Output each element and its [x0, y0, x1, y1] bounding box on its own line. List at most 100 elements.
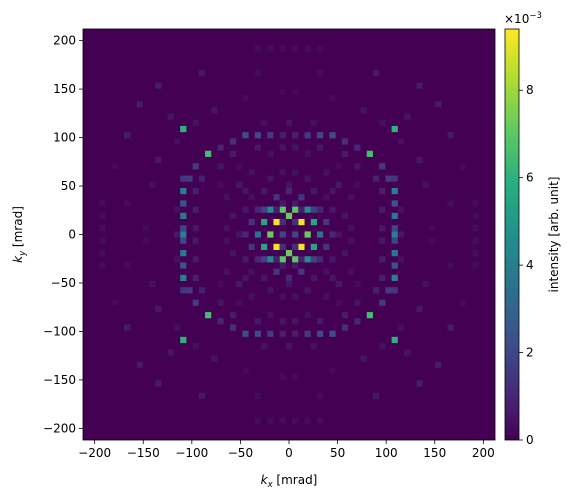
heatmap-pixel-128 — [192, 237, 199, 244]
heatmap-pixel-36 — [279, 218, 286, 226]
heatmap-pixel-299 — [292, 88, 299, 95]
heatmap-pixel-287 — [316, 70, 324, 77]
heatmap-pixel-109 — [354, 318, 361, 325]
heatmap-pixel-221 — [335, 299, 342, 306]
x-tick-label: 50 — [330, 446, 345, 460]
heatmap-pixel-27 — [310, 256, 317, 263]
heatmap-pixel-206 — [273, 206, 280, 213]
heatmap-pixel-130 — [254, 144, 262, 151]
heatmap-pixel-37 — [292, 218, 299, 226]
heatmap-pixel-166 — [229, 212, 237, 219]
heatmap-pixel-200 — [279, 293, 286, 300]
heatmap-pixel-9 — [292, 206, 299, 213]
heatmap-pixel-88 — [254, 330, 262, 337]
x-axis-ticks: −200 −150 −100 −50 0 50 100 150 200 — [78, 440, 495, 460]
heatmap-pixel-237 — [372, 392, 380, 399]
heatmap-pixel-158 — [236, 181, 243, 188]
y-tick-label: 150 — [53, 82, 76, 96]
heatmap-pixel-278 — [279, 45, 286, 52]
heatmap-pixel-84 — [192, 299, 199, 306]
heatmap-pixel-202 — [279, 200, 286, 207]
heatmap-pixel-38 — [279, 243, 286, 251]
heatmap-pixel-190 — [248, 169, 255, 176]
heatmap-pixel-213 — [323, 268, 330, 275]
heatmap-pixel-99 — [292, 132, 299, 139]
heatmap-pixel-23 — [292, 231, 299, 238]
heatmap-pixel-254 — [192, 119, 199, 126]
x-axis-label: kx [mrad] — [261, 473, 318, 490]
heatmap-pixel-302 — [242, 94, 249, 102]
heatmap-pixel-199 — [292, 169, 299, 176]
heatmap-pixel-1 — [298, 218, 305, 226]
heatmap-pixel-241 — [416, 305, 423, 313]
heatmap-pixel-108 — [217, 318, 224, 325]
heatmap-pixel-48 — [180, 125, 187, 133]
y-tick-label: 50 — [61, 179, 76, 193]
heatmap-pixel-114 — [198, 175, 206, 182]
heatmap-pixel-182 — [261, 187, 268, 195]
heatmap-pixel-87 — [316, 132, 324, 139]
heatmap-pixel-91 — [329, 132, 336, 139]
heatmap-pixel-129 — [379, 237, 386, 244]
heatmap-pixel-22 — [279, 231, 286, 238]
heatmap-pixel-45 — [316, 206, 324, 213]
heatmap-pixel-245 — [360, 355, 367, 362]
heatmap-pixel-285 — [304, 417, 311, 424]
heatmap-pixel-131 — [316, 144, 324, 151]
heatmap-pixel-201 — [292, 293, 299, 300]
heatmap-pixel-290 — [124, 200, 131, 207]
heatmap-pixel-291 — [447, 200, 454, 207]
y-tick-label: 0 — [68, 228, 76, 242]
heatmap-pixel-123 — [379, 206, 386, 213]
heatmap-pixel-15 — [310, 243, 317, 251]
heatmap-pixel-139 — [304, 150, 311, 157]
heatmap-pixel-227 — [416, 82, 423, 89]
heatmap-pixel-86 — [254, 132, 262, 139]
y-tick-label: −200 — [43, 421, 76, 435]
heatmap-pixel-60 — [180, 274, 187, 282]
heatmap-pixel-31 — [323, 243, 330, 251]
heatmap-pixel-33 — [298, 194, 305, 201]
heatmap-pixel-43 — [285, 274, 293, 282]
heatmap-pixel-16 — [267, 206, 274, 213]
heatmap-pixel-196 — [223, 237, 230, 244]
colorbar-tick-label: 4 — [526, 258, 534, 272]
colorbar-label: intensity [arb. unit] — [547, 177, 561, 293]
heatmap-pixel-289 — [316, 392, 324, 399]
heatmap-pixel-5 — [304, 231, 311, 238]
heatmap-pixel-234 — [198, 70, 206, 77]
heatmap-pixel-203 — [292, 200, 299, 207]
heatmap-pixel-107 — [354, 144, 361, 151]
heatmap-pixel-259 — [397, 138, 405, 145]
heatmap-pixel-106 — [217, 144, 224, 151]
heatmap-pixel-212 — [248, 268, 255, 275]
heatmap-pixel-307 — [460, 163, 467, 170]
heatmap-pixel-47 — [316, 256, 324, 263]
x-tick-label: −150 — [127, 446, 160, 460]
heatmap-pixel-236 — [198, 392, 206, 399]
heatmap-pixel-211 — [323, 194, 330, 201]
heatmap-pixel-18 — [267, 256, 274, 263]
heatmap-pixel-207 — [298, 206, 305, 213]
heatmap-pixel-284 — [267, 417, 274, 424]
heatmap-pixel-247 — [422, 181, 429, 188]
heatmap-pixel-271 — [472, 212, 479, 219]
x-tick-label: 150 — [423, 446, 446, 460]
heatmap-pixel-240 — [155, 305, 162, 313]
heatmap-pixel-83 — [379, 163, 386, 170]
heatmap-pixel-13 — [310, 218, 317, 226]
heatmap-pixel-97 — [304, 330, 311, 337]
heatmap-pixel-178 — [242, 206, 249, 213]
heatmap-pixel-100 — [279, 330, 286, 337]
heatmap-pixel-69 — [391, 262, 398, 269]
heatmap-pixel-252 — [167, 349, 174, 356]
heatmap-pixel-81 — [391, 287, 398, 294]
heatmap-pixel-85 — [379, 299, 386, 306]
heatmap-pixel-205 — [292, 262, 299, 269]
heatmap-pixel-193 — [323, 293, 330, 300]
heatmap-pixel-165 — [329, 274, 336, 282]
heatmap-pixel-260 — [173, 324, 181, 331]
heatmap-pixel-65 — [391, 250, 398, 257]
heatmap-pixel-231 — [447, 132, 454, 139]
